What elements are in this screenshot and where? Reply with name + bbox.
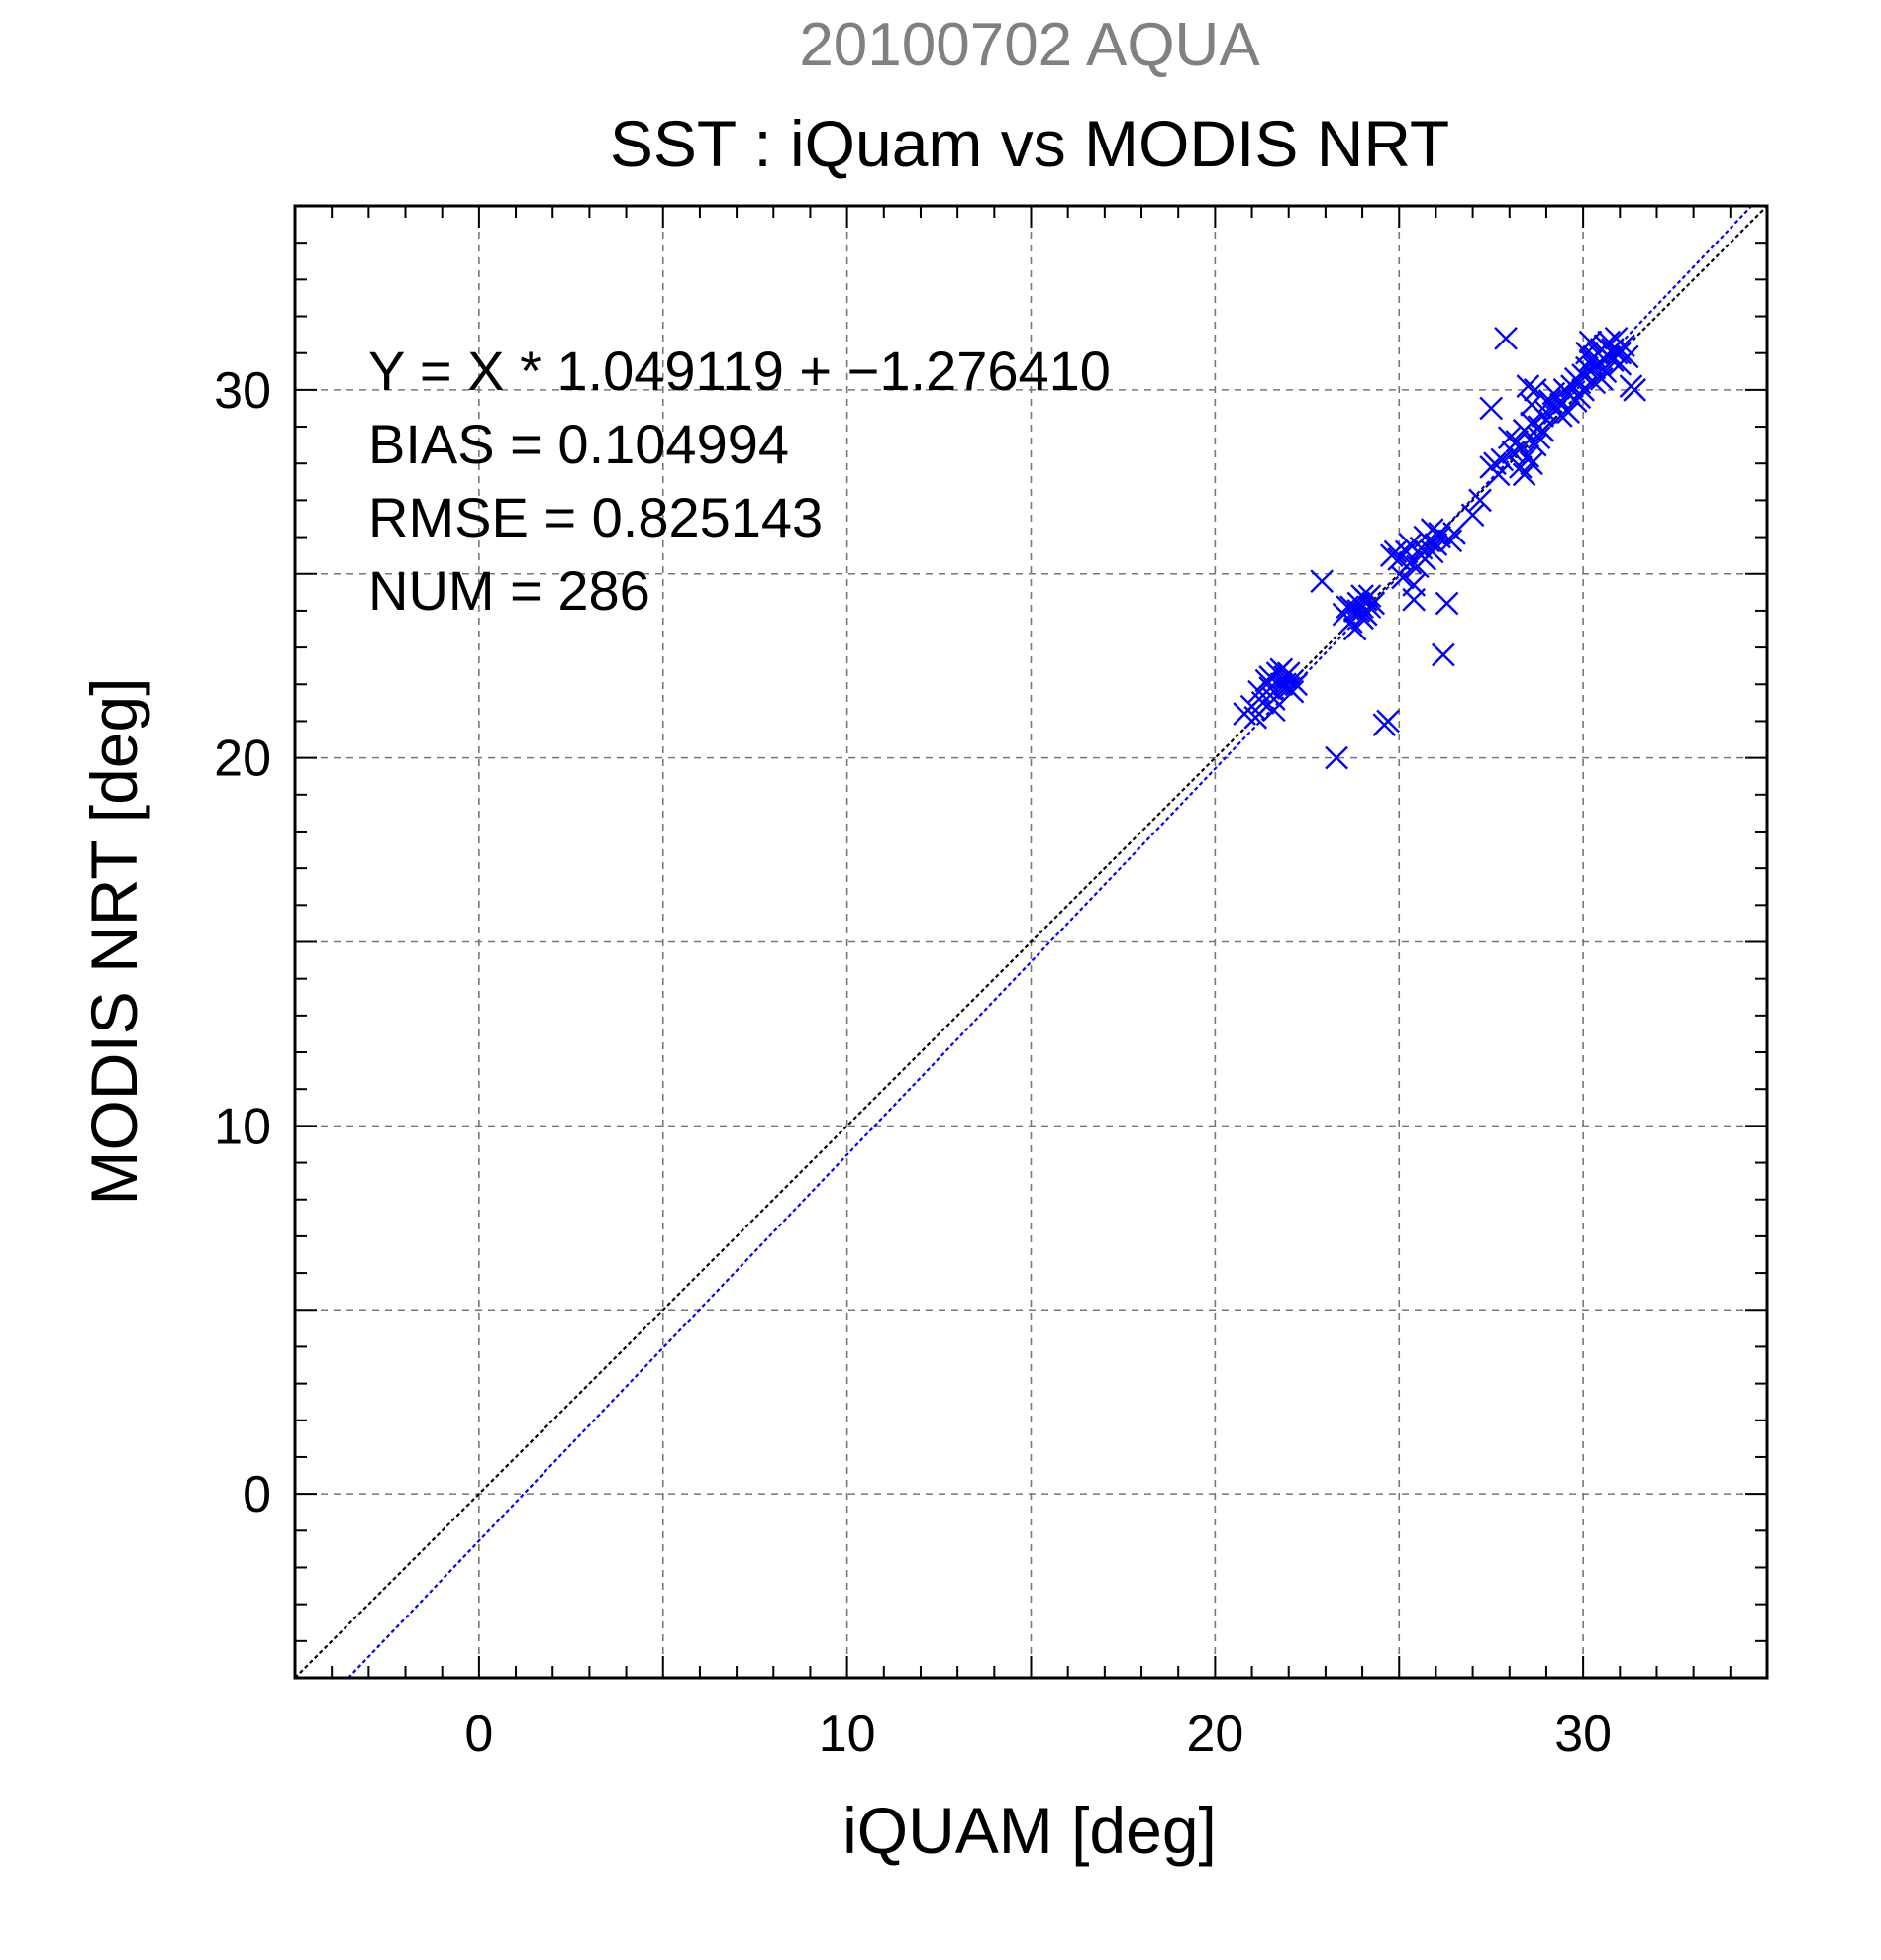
data-point [1604,341,1629,365]
stat-num: NUM = 286 [368,559,650,622]
data-point [1376,709,1400,734]
stat-bias: BIAS = 0.104994 [368,413,789,475]
data-point [1574,341,1599,365]
data-point [1541,381,1566,406]
stat-equation: Y = X * 1.049119 + −1.276410 [368,340,1111,402]
y-tick-label: 0 [243,1466,271,1523]
x-tick-label: 0 [464,1706,493,1763]
data-point [1325,745,1348,770]
tick-labels: 0 10 20 30 0 10 20 30 [214,362,1612,1763]
data-point [1460,503,1485,528]
data-point [1523,378,1547,402]
data-point [1262,698,1286,723]
data-point [1589,366,1614,391]
data-point [1402,587,1426,612]
data-point [1398,533,1423,556]
data-point [1398,550,1423,575]
grid [295,206,1767,1678]
data-point [1357,584,1382,608]
data-point [1556,400,1581,425]
data-point [1548,404,1573,428]
data-point [1505,430,1530,453]
data-point [1432,642,1455,667]
stat-rmse: RMSE = 0.825143 [368,486,823,548]
data-point [1284,672,1309,697]
data-point [1516,374,1540,399]
x-tick-label: 20 [1186,1706,1243,1763]
data-point [1509,437,1533,461]
data-point [1479,396,1504,421]
data-point [1383,539,1408,564]
data-point [1339,595,1363,620]
x-axis-label: iQUAM [deg] [842,1794,1217,1867]
x-tick-label: 30 [1554,1706,1612,1763]
data-point [1350,595,1374,620]
chart-title: SST : iQuam vs MODIS NRT [610,107,1449,180]
data-point [1468,488,1492,513]
data-point [1527,426,1551,450]
data-point [1428,525,1451,549]
data-point [1597,344,1621,369]
regression-stats: Y = X * 1.049119 + −1.276410 BIAS = 0.10… [368,340,1111,622]
data-point [1243,705,1268,730]
y-tick-label: 30 [214,362,271,420]
data-point [1258,676,1282,700]
x-tick-label: 10 [819,1706,876,1763]
data-point [1512,462,1536,487]
data-point [1342,617,1367,641]
data-points [1233,326,1647,770]
data-point [1520,451,1543,476]
y-tick-label: 10 [214,1098,271,1155]
data-point [1571,378,1595,402]
data-point [1520,392,1543,417]
data-point [1494,326,1518,350]
data-point [1435,591,1459,616]
data-point [1527,415,1551,439]
data-point [1490,447,1515,472]
data-point [1391,565,1415,590]
chart-supertitle: 20100702 AQUA [799,11,1260,79]
data-point [1310,569,1335,594]
data-point [1523,433,1547,457]
data-point [1520,411,1543,436]
data-point [1623,378,1647,402]
data-point [1567,385,1592,410]
data-point [1353,602,1378,627]
data-point [1486,462,1511,487]
y-axis-label: MODIS NRT [deg] [77,677,150,1205]
axis-ticks [294,205,1768,1679]
y-tick-label: 20 [214,731,271,788]
data-point [1442,522,1466,545]
plot-frame [293,204,1769,1680]
data-point [1582,355,1607,380]
data-point [1280,679,1305,704]
